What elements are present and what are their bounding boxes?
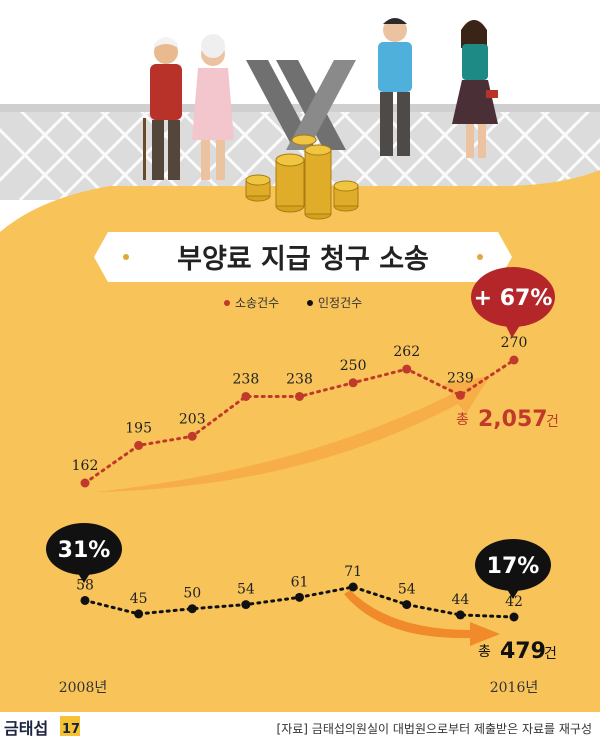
data-label-s1-2016: 270 <box>501 335 528 351</box>
data-label-s2-2014: 54 <box>398 582 416 598</box>
data-point-s2-2012 <box>295 592 304 602</box>
series-layer <box>80 355 519 622</box>
data-point-s1-2013 <box>348 378 358 388</box>
legend-label-series-2: 인정건수 <box>318 296 362 310</box>
brand-logo-suffix: 17 <box>62 722 80 737</box>
data-point-s2-2008 <box>80 595 90 605</box>
data-label-s1-2014: 262 <box>393 344 420 360</box>
data-point-s1-2015 <box>455 390 465 400</box>
data-label-s1-2015: 239 <box>447 370 474 386</box>
badge-start-rate: 31% <box>46 523 122 583</box>
data-label-s2-2011: 54 <box>237 582 255 598</box>
legend: 소송건수 인정건수 <box>224 296 362 310</box>
x-label-start: 2008년 <box>59 680 108 696</box>
data-point-s2-2011 <box>241 600 251 610</box>
data-label-s1-2008: 162 <box>72 458 99 474</box>
data-label-s1-2009: 195 <box>125 420 152 436</box>
legend-marker-black <box>307 300 313 306</box>
data-label-s1-2013: 250 <box>340 358 367 374</box>
data-label-s2-2008: 58 <box>76 577 94 593</box>
data-point-s1-2014 <box>402 364 412 374</box>
badge-start-rate-text: 31% <box>58 538 111 563</box>
data-label-s2-2009: 45 <box>130 591 148 607</box>
data-point-s1-2011 <box>241 391 251 401</box>
badge-growth: + 67% <box>471 267 555 338</box>
data-point-s2-2009 <box>134 609 144 619</box>
badge-end-rate-text: 17% <box>487 554 540 579</box>
total-value-series-2: 479 <box>500 639 546 664</box>
x-label-end: 2016년 <box>490 680 539 696</box>
badge-end-rate: 17% <box>475 539 551 599</box>
data-point-s1-2012 <box>295 391 304 401</box>
data-label-s2-2010: 50 <box>183 586 201 602</box>
total-unit-series-2: 건 <box>544 646 557 662</box>
data-point-s2-2010 <box>187 604 197 614</box>
data-point-s2-2013 <box>348 582 358 592</box>
total-label-series-1: 총 <box>456 412 469 428</box>
total-unit-series-1: 건 <box>546 414 559 430</box>
label-layer: 162 195 203 238 238 250 262 239 270 58 45 50 54 61 71 5… <box>72 335 528 610</box>
title-banner: 부양료 지급 청구 소송 <box>94 232 512 282</box>
footer: 금태섭 17 [자료] 금태섭의원실이 대법원으로부터 제출받은 자료를 재구성 <box>0 712 600 739</box>
data-label-s2-2012: 61 <box>291 574 309 590</box>
total-series-2: 총 479 건 <box>478 639 557 664</box>
trend-arrow-red <box>95 376 490 492</box>
legend-marker-red <box>224 300 230 306</box>
logo-tv-icon <box>60 716 80 736</box>
data-label-s1-2012: 238 <box>286 371 313 387</box>
data-label-s1-2010: 203 <box>179 411 206 427</box>
trend-arrow-orange <box>344 590 500 646</box>
legend-label-series-1: 소송건수 <box>235 296 279 310</box>
data-label-s1-2011: 238 <box>233 371 260 387</box>
data-point-s2-2015 <box>455 610 465 620</box>
data-label-s2-2016: 42 <box>505 594 523 610</box>
source-note: [자료] 금태섭의원실이 대법원으로부터 제출받은 자료를 재구성 <box>277 722 592 736</box>
total-label-series-2: 총 <box>478 644 491 660</box>
total-value-series-1: 2,057 <box>478 407 548 432</box>
data-point-s1-2009 <box>134 440 144 450</box>
chart-title: 부양료 지급 청구 소송 <box>177 244 429 275</box>
data-point-s1-2010 <box>187 431 197 441</box>
data-point-s2-2014 <box>402 600 412 610</box>
people-illustration <box>143 18 498 220</box>
data-point-s1-2008 <box>80 478 90 488</box>
data-label-s2-2013: 71 <box>344 564 362 580</box>
total-series-1: 총 2,057 건 <box>456 407 559 432</box>
data-label-s2-2015: 44 <box>451 592 469 608</box>
data-point-s2-2016 <box>509 612 519 622</box>
badge-growth-text: + 67% <box>474 286 553 311</box>
brand-logo: 금태섭 <box>4 719 48 738</box>
data-point-s1-2016 <box>509 355 519 365</box>
